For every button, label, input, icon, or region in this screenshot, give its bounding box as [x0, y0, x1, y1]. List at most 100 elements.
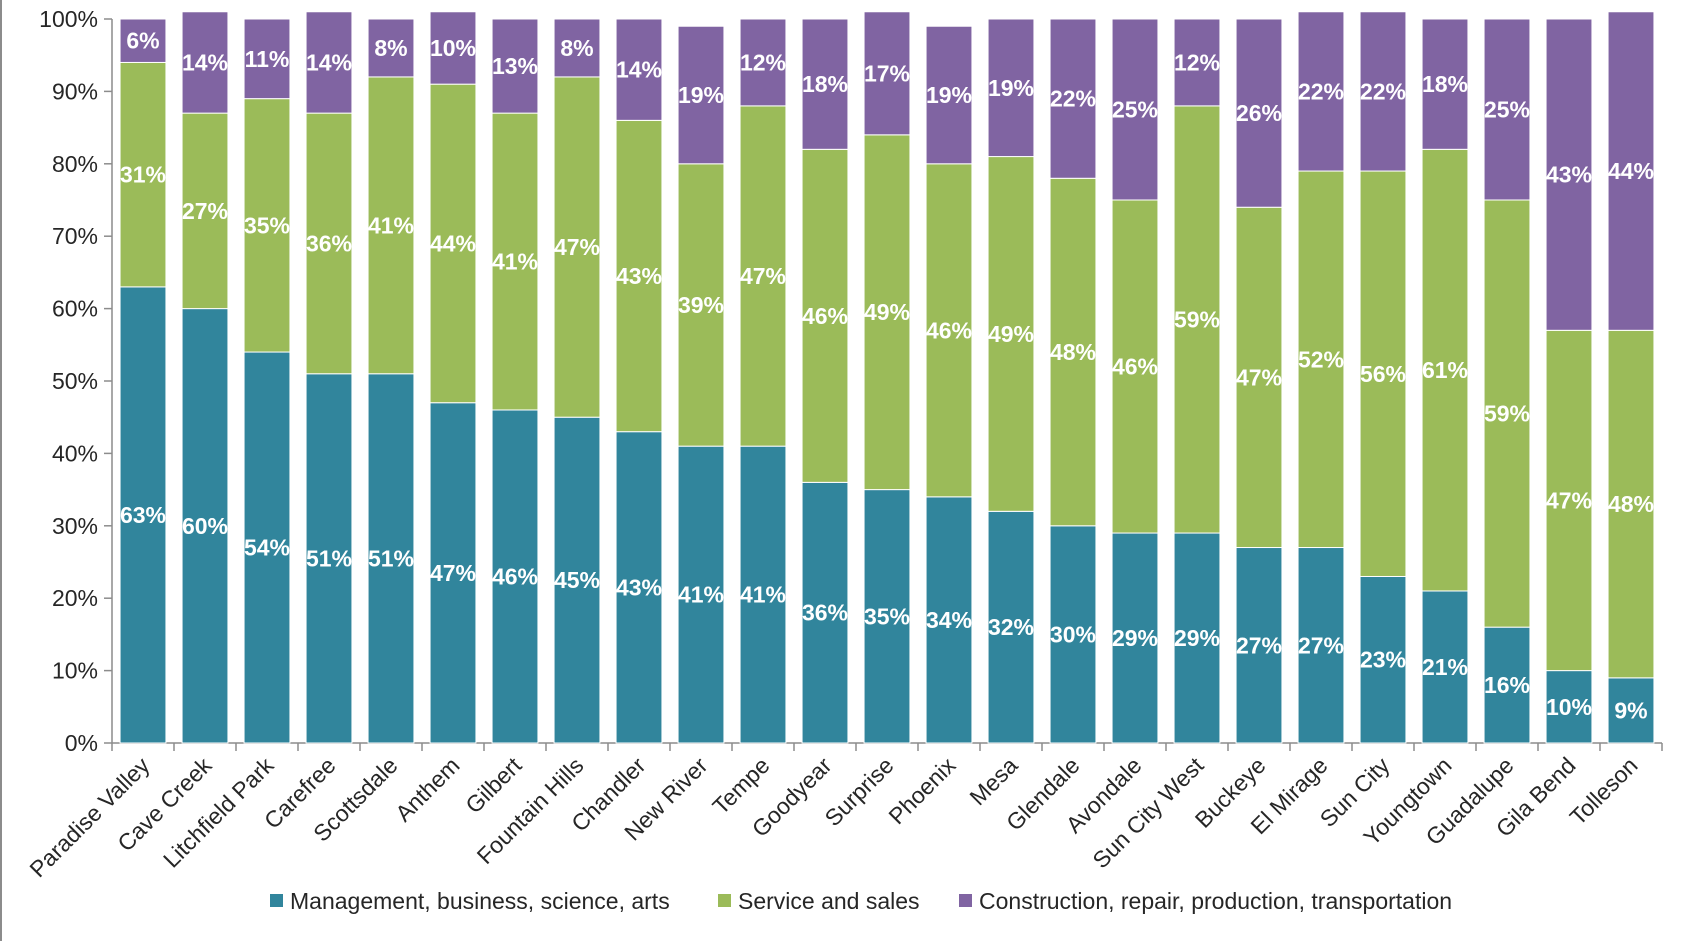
bar-segment-management: [181, 308, 229, 744]
bar-segment-construction: [367, 18, 415, 78]
bar-segment-construction: [181, 11, 229, 114]
data-label: 30%: [1050, 621, 1096, 647]
data-label: 48%: [1050, 339, 1096, 365]
data-label: 61%: [1422, 357, 1468, 383]
bar-segment-construction: [1421, 18, 1469, 150]
bar-segment-management: [1359, 575, 1407, 744]
bar-segment-service: [429, 83, 477, 404]
data-label: 14%: [182, 49, 228, 75]
category-label: Anthem: [390, 752, 464, 826]
data-label: 49%: [988, 321, 1034, 347]
bar-segment-construction: [429, 11, 477, 85]
data-label: 18%: [1422, 71, 1468, 97]
data-label: 60%: [182, 513, 228, 539]
category-label: Phoenix: [883, 752, 961, 830]
data-label: 47%: [430, 560, 476, 586]
bar-segment-service: [801, 148, 849, 483]
category-label: Tolleson: [1564, 752, 1642, 830]
data-label: 9%: [1614, 697, 1647, 723]
bar-segment-construction: [1359, 11, 1407, 172]
bar-segment-management: [1545, 670, 1593, 744]
data-label: 26%: [1236, 100, 1282, 126]
bar-segment-management: [987, 510, 1035, 744]
bar-segment-construction: [1049, 18, 1097, 179]
axes: 0% 10% 20% 30% 40% 50% 60% 70% 80% 90% 100%: [39, 6, 1663, 756]
legend-swatch: [718, 894, 731, 907]
category-label: Surprise: [820, 752, 899, 831]
bar-segment-construction: [1545, 18, 1593, 331]
data-label: 41%: [368, 212, 414, 238]
bar-segment-management: [1607, 677, 1655, 744]
bar-segment-management: [1235, 547, 1283, 744]
legend-swatch: [270, 894, 283, 907]
data-label: 8%: [560, 35, 593, 61]
bar-segment-construction: [987, 18, 1035, 158]
bar-segment-management: [553, 416, 601, 744]
data-label: 6%: [126, 28, 159, 54]
data-label: 41%: [740, 582, 786, 608]
bar-segment-service: [243, 98, 291, 353]
bar-segment-service: [1607, 329, 1655, 679]
data-label: 19%: [988, 75, 1034, 101]
bar-segment-service: [987, 156, 1035, 512]
data-label: 10%: [1546, 694, 1592, 720]
data-label: 39%: [678, 292, 724, 318]
bar-segment-management: [305, 373, 353, 744]
data-label: 36%: [306, 230, 352, 256]
data-label: 25%: [1484, 97, 1530, 123]
data-label: 34%: [926, 607, 972, 633]
y-tick-label: 70%: [52, 223, 98, 249]
data-label: 54%: [244, 535, 290, 561]
data-label: 36%: [802, 600, 848, 626]
bar-segment-construction: [925, 25, 973, 165]
data-label: 35%: [244, 212, 290, 238]
data-label: 52%: [1298, 346, 1344, 372]
data-label: 14%: [616, 57, 662, 83]
data-label: 56%: [1360, 361, 1406, 387]
bar-segment-construction: [243, 18, 291, 100]
data-label: 31%: [120, 162, 166, 188]
data-label: 43%: [1546, 162, 1592, 188]
data-label: 32%: [988, 614, 1034, 640]
bar-segment-construction: [1483, 18, 1531, 201]
bar-segment-service: [863, 134, 911, 491]
data-label: 12%: [1174, 49, 1220, 75]
data-label: 19%: [926, 82, 972, 108]
data-label: 16%: [1484, 672, 1530, 698]
bar-segment-management: [1111, 532, 1159, 744]
data-label: 59%: [1484, 401, 1530, 427]
data-label: 14%: [306, 49, 352, 75]
bar-segment-construction: [863, 11, 911, 136]
data-label: 10%: [430, 35, 476, 61]
y-tick-label: 100%: [39, 6, 98, 32]
bars: [119, 11, 1655, 744]
data-label: 44%: [430, 230, 476, 256]
data-label: 46%: [1112, 354, 1158, 380]
bar-segment-management: [243, 351, 291, 744]
bar-segment-service: [1111, 199, 1159, 534]
data-label: 27%: [1298, 632, 1344, 658]
data-label: 46%: [492, 563, 538, 589]
bar-segment-management: [1049, 525, 1097, 744]
y-tick-label: 20%: [52, 585, 98, 611]
bar-segment-service: [1049, 177, 1097, 527]
category-label: Mesa: [964, 752, 1022, 810]
legend-swatch: [959, 894, 972, 907]
data-label: 47%: [1236, 364, 1282, 390]
bar-segment-construction: [1173, 18, 1221, 107]
y-tick-label: 10%: [52, 658, 98, 684]
bar-segment-service: [491, 112, 539, 411]
data-label: 12%: [740, 49, 786, 75]
y-tick-label: 60%: [52, 296, 98, 322]
bar-segment-service: [1545, 329, 1593, 672]
bar-segment-management: [1483, 626, 1531, 744]
bar-segment-service: [739, 105, 787, 447]
bar-segment-construction: [553, 18, 601, 78]
bar-segment-service: [1173, 105, 1221, 534]
bar-segment-construction: [801, 18, 849, 150]
bar-segment-construction: [1235, 18, 1283, 208]
bar-segment-construction: [677, 25, 725, 165]
bar-segment-construction: [739, 18, 787, 107]
